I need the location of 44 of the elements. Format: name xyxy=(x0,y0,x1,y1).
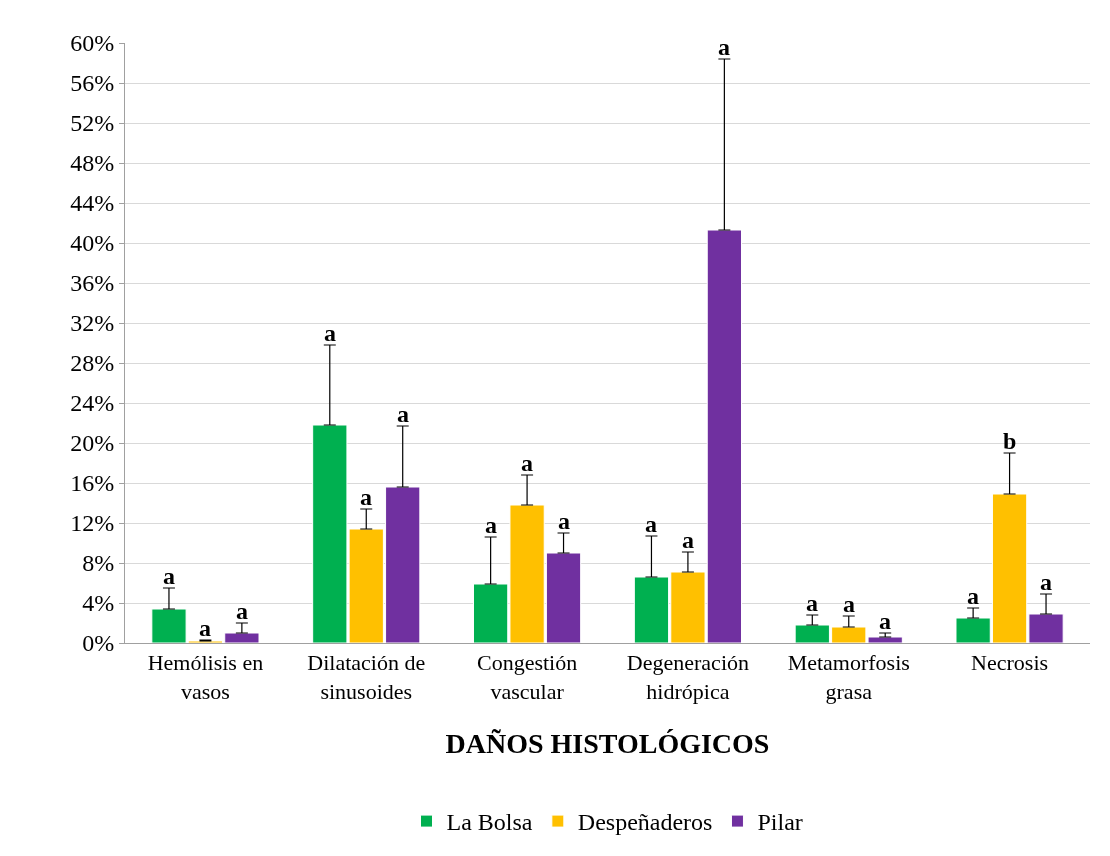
annotation: a xyxy=(879,608,891,634)
annotation: b xyxy=(1003,428,1017,454)
y-tick-label: 16% xyxy=(70,470,115,497)
annotation: a xyxy=(360,484,372,510)
annotation: a xyxy=(199,615,211,641)
legend-label: La Bolsa xyxy=(446,809,533,836)
x-tick-label: Congestión vascular xyxy=(476,650,578,704)
y-tick-label: 56% xyxy=(70,70,115,97)
annotation: a xyxy=(718,34,730,60)
y-tick-label: 52% xyxy=(70,110,115,137)
x-tick-label: Dilatación de sinusoides xyxy=(307,650,426,704)
y-tick-label: 20% xyxy=(70,430,115,457)
y-tick-label: 60% xyxy=(70,30,115,57)
annotation: a xyxy=(558,508,570,534)
y-tick-label: 48% xyxy=(70,150,115,177)
y-tick-label: 24% xyxy=(70,390,115,417)
y-tick-label: 40% xyxy=(70,230,115,257)
annotation: a xyxy=(236,598,248,624)
annotation: a xyxy=(324,320,336,346)
y-tick-label: 28% xyxy=(70,350,115,377)
x-tick-label: Necrosis xyxy=(971,650,1049,676)
y-tick-label: 4% xyxy=(82,590,115,617)
annotation: a xyxy=(843,591,855,617)
x-tick-label: Hemólisis en vasos xyxy=(147,650,264,704)
x-tick-label: Metamorfosis grasa xyxy=(787,650,910,704)
y-tick-label: 32% xyxy=(70,310,115,337)
annotation: a xyxy=(967,583,979,609)
y-tick-label: 8% xyxy=(82,550,115,577)
annotation: a xyxy=(397,401,409,427)
annotation: a xyxy=(645,511,657,537)
legend-label: Pilar xyxy=(757,809,803,836)
annotation: a xyxy=(485,512,497,538)
y-tick-label: 0% xyxy=(82,630,115,657)
annotation: a xyxy=(1040,569,1052,595)
y-tick-label: 36% xyxy=(70,270,115,297)
y-tick-label: 44% xyxy=(70,190,115,217)
annotation: a xyxy=(682,527,694,553)
x-axis-title: DAÑOS HISTOLÓGICOS xyxy=(445,728,770,760)
x-tick-label: Degeneración hidrópica xyxy=(626,650,749,704)
annotation: a xyxy=(521,450,533,476)
legend-label: Despeñaderos xyxy=(577,809,713,836)
y-tick-label: 12% xyxy=(70,510,115,537)
annotation: a xyxy=(163,563,175,589)
annotation: a xyxy=(806,590,818,616)
